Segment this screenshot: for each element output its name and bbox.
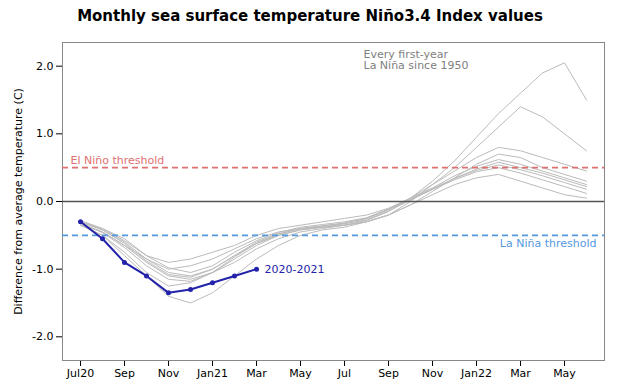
svg-text:El Niño threshold: El Niño threshold	[71, 154, 165, 167]
svg-text:0.0: 0.0	[36, 195, 54, 208]
svg-text:May: May	[289, 367, 312, 380]
svg-text:1.0: 1.0	[36, 127, 54, 140]
svg-text:Jan22: Jan22	[460, 367, 492, 380]
svg-text:2020-2021: 2020-2021	[265, 263, 325, 276]
svg-text:Jul: Jul	[337, 367, 351, 380]
svg-text:-2.0: -2.0	[32, 330, 53, 343]
svg-text:May: May	[553, 367, 576, 380]
svg-text:Jul20: Jul20	[66, 367, 94, 380]
svg-text:Sep: Sep	[114, 367, 135, 380]
svg-text:Mar: Mar	[510, 367, 531, 380]
svg-text:La Niña threshold: La Niña threshold	[500, 237, 597, 250]
svg-text:2.0: 2.0	[36, 60, 54, 73]
svg-text:Nov: Nov	[422, 367, 444, 380]
svg-text:Sep: Sep	[378, 367, 399, 380]
svg-text:Mar: Mar	[246, 367, 267, 380]
svg-text:Jan21: Jan21	[196, 367, 228, 380]
svg-text:Nov: Nov	[158, 367, 180, 380]
svg-text:Every first-yearLa Niña since: Every first-yearLa Niña since 1950	[364, 48, 469, 72]
svg-text:Difference from average temper: Difference from average temperature (C)	[12, 88, 25, 315]
svg-text:-1.0: -1.0	[32, 263, 53, 276]
html-text:Monthly sea surface temperatur: Monthly sea surface temperature Niño3.4 …	[77, 7, 543, 25]
